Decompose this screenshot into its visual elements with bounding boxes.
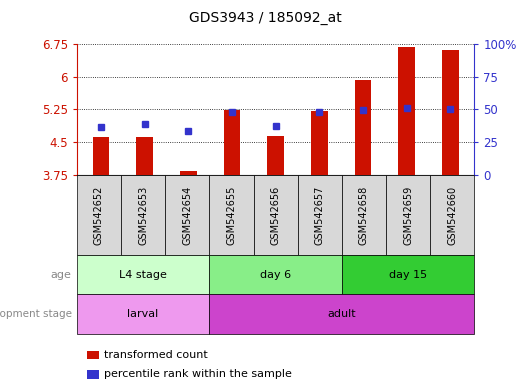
Bar [180, 171, 197, 175]
Text: development stage: development stage [0, 309, 72, 319]
Text: GSM542652: GSM542652 [94, 185, 104, 245]
Text: GSM542654: GSM542654 [182, 185, 192, 245]
Text: ▶: ▶ [80, 309, 87, 319]
Text: GSM542657: GSM542657 [315, 185, 325, 245]
Text: GSM542658: GSM542658 [359, 185, 369, 245]
Text: ▶: ▶ [80, 270, 87, 280]
Text: GSM542653: GSM542653 [138, 185, 148, 245]
Text: GSM542660: GSM542660 [447, 185, 457, 245]
Text: larval: larval [128, 309, 158, 319]
Bar [355, 80, 371, 175]
Text: adult: adult [328, 309, 356, 319]
Text: percentile rank within the sample: percentile rank within the sample [104, 369, 292, 379]
Bar [399, 47, 415, 175]
Text: day 6: day 6 [260, 270, 291, 280]
Text: GSM542656: GSM542656 [271, 185, 280, 245]
Text: L4 stage: L4 stage [119, 270, 167, 280]
Text: GSM542659: GSM542659 [403, 185, 413, 245]
Bar [442, 50, 458, 175]
Text: age: age [51, 270, 72, 280]
Bar [136, 137, 153, 175]
Text: GSM542655: GSM542655 [226, 185, 236, 245]
Bar [311, 111, 328, 175]
Bar [224, 110, 240, 175]
Bar [267, 136, 284, 175]
Text: transformed count: transformed count [104, 350, 208, 360]
Text: day 15: day 15 [389, 270, 427, 280]
Text: GDS3943 / 185092_at: GDS3943 / 185092_at [189, 11, 341, 25]
Bar [93, 137, 109, 175]
